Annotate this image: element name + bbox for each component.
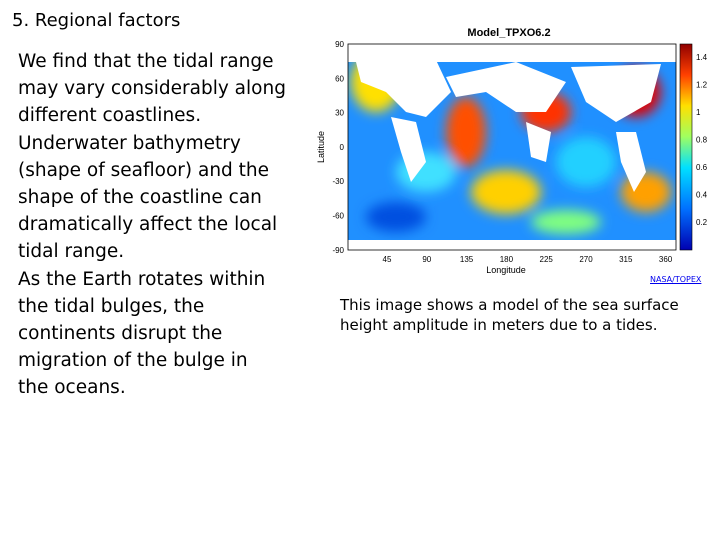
body-line: shape of the coastline can (18, 187, 262, 209)
x-tick-label: 90 (422, 255, 431, 264)
colorbar-tick-label: 0.8 (696, 136, 708, 145)
y-tick-label: -30 (332, 177, 344, 186)
body-line: dramatically affect the local (18, 214, 278, 236)
body-line: As the Earth rotates within (18, 268, 266, 290)
caption: This image shows a model of the sea surf… (340, 295, 679, 335)
colorbar-tick-label: 1.4 (696, 53, 708, 62)
body-line: different coastlines. (18, 105, 202, 127)
x-tick-label: 45 (383, 255, 392, 264)
body-line: migration of the bulge in (18, 350, 248, 372)
y-tick-label: 0 (340, 143, 345, 152)
colorbar-tick-label: 1 (696, 108, 701, 117)
colorbar-tick-label: 0.6 (696, 163, 708, 172)
body-text: We find that the tidal range may vary con… (18, 48, 286, 402)
x-axis-label: Longitude (486, 265, 526, 275)
y-tick-label: 60 (335, 74, 344, 83)
y-tick-label: 90 (335, 40, 344, 49)
body-line: the oceans. (18, 377, 126, 399)
y-tick-label: 30 (335, 109, 344, 118)
credit-link[interactable]: NASA/TOPEX (650, 275, 702, 284)
colorbar-tick-label: 0.2 (696, 218, 708, 227)
colorbar-tick-label: 1.2 (696, 81, 708, 90)
figure-title: Model_TPXO6.2 (467, 27, 550, 39)
body-line: We find that the tidal range (18, 51, 274, 72)
body-line: may vary considerably along (18, 78, 286, 100)
caption-line: height amplitude in meters due to a tide… (340, 316, 658, 334)
y-tick-label: -90 (332, 246, 344, 255)
body-line: continents disrupt the (18, 323, 223, 345)
map (348, 44, 676, 250)
y-tick-label: -60 (332, 212, 344, 221)
x-tick-label: 360 (659, 255, 673, 264)
x-tick-label: 180 (500, 255, 514, 264)
slide-title: 5. Regional factors (12, 10, 181, 31)
x-tick-label: 270 (579, 255, 593, 264)
body-line: (shape of seafloor) and the (18, 159, 270, 181)
body-line: the tidal bulges, the (18, 295, 205, 317)
x-tick-label: 315 (619, 255, 633, 264)
x-tick-label: 135 (460, 255, 474, 264)
figure: Model_TPXO6.2 (316, 27, 708, 275)
body-line: Underwater bathymetry (18, 132, 241, 154)
caption-line: This image shows a model of the sea surf… (340, 296, 679, 314)
colorbar-tick-label: 0.4 (696, 191, 708, 200)
y-axis-label: Latitude (316, 131, 326, 163)
x-tick-label: 225 (540, 255, 554, 264)
body-line: tidal range. (18, 241, 125, 263)
